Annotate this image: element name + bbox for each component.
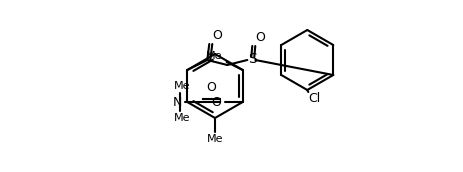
Text: O: O [212,29,222,42]
Text: N: N [172,95,181,109]
Text: Cl: Cl [307,92,320,105]
Text: Me: Me [206,134,223,144]
Text: O: O [206,81,216,94]
Text: Me: Me [173,113,189,123]
Text: Me: Me [206,51,222,61]
Text: O: O [210,95,220,109]
Text: S: S [248,52,257,66]
Text: Me: Me [173,81,189,91]
Text: O: O [255,31,264,44]
